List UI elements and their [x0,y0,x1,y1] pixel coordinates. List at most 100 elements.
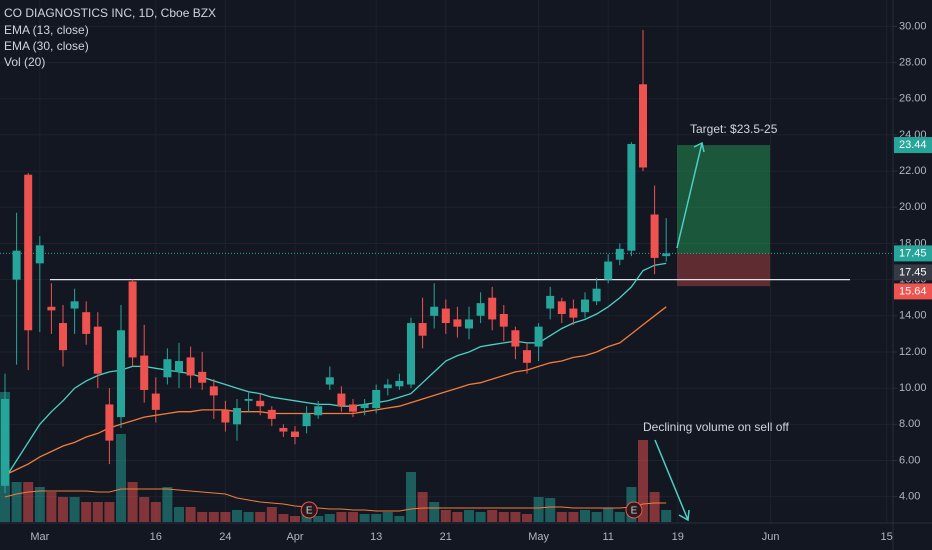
y-tick-label: 26.00 [899,93,927,105]
legend-title: CO DIAGNOSTICS INC, 1D, Cboe BZX [4,6,216,20]
axes: 4.006.008.0010.0012.0014.0016.0018.0020.… [30,20,932,543]
candle-body [383,384,392,389]
volume-bar [661,510,672,522]
candle-body [209,386,218,396]
candle-body [140,355,149,390]
candle-body [59,323,67,351]
volume-bar [34,487,45,522]
candle-body [128,281,137,358]
candle-body [499,313,508,327]
candle-body [233,408,241,425]
volume-bar [23,482,34,522]
earnings-label: E [306,506,313,517]
candle-body [511,330,520,347]
candle-body [117,330,125,418]
volume-bar [290,516,300,522]
candle-body [581,299,589,313]
candle-body [256,400,265,407]
candle-body [35,245,44,264]
volume-bar [139,497,150,522]
volume-bar [81,502,92,522]
volume-bar [324,514,335,522]
volume-bar [429,502,440,522]
volume-bar [475,512,486,522]
earnings-marker [625,501,643,519]
volume-bar [382,512,393,522]
candle-body [175,361,183,372]
x-tick-label: 19 [672,531,684,543]
price-tag [894,264,932,281]
ema-line [4,262,667,479]
candle-body [1,399,9,486]
candle-body [325,377,334,385]
volume-bar [580,510,590,522]
candle-body [615,248,624,260]
candle-body [639,84,647,168]
candle-body [418,323,427,336]
annotation: Target: $23.5-25 [690,122,778,136]
volume-bar [533,497,544,522]
volume-bar [522,514,532,522]
candle-body [372,389,381,409]
volume-bar [150,502,161,522]
candle-body [650,214,659,258]
volume-ma [4,488,667,512]
candle-body [662,253,671,257]
price-tag-label: 15.64 [899,285,927,297]
candle-body [186,357,195,376]
candle-body [244,399,253,401]
volume-bar [545,498,556,522]
volume-bar [69,497,80,522]
candle-body [93,326,102,374]
candle-body [198,371,207,383]
earnings-marker [300,501,318,519]
loss-zone [677,253,770,287]
volume-bar [336,512,347,522]
volume-bar [464,510,474,522]
candle-body [291,431,299,437]
x-tick-label: Apr [286,531,303,543]
volume-bar [348,512,358,522]
legend-entry: EMA (30, close) [4,39,89,53]
volume-bar [208,512,219,522]
y-tick-label: 22.00 [899,165,927,177]
volume-bar [185,507,196,522]
legend-entry: Vol (20) [4,55,45,69]
y-tick-label: 4.00 [899,491,920,503]
candle-body [163,359,172,378]
candle-body [407,323,415,385]
candle-body [534,326,543,347]
grid [0,0,893,522]
candle-body [523,350,531,363]
volume-bar [162,487,173,522]
volume-bar [406,472,416,522]
price-tag-label: 17.45 [899,247,927,259]
volume-bar [92,502,103,522]
legend-entry: EMA (13, close) [4,23,89,37]
volume-bar [197,512,208,522]
earnings-label: E [631,506,638,517]
volume-bar [452,512,463,522]
y-tick-label: 30.00 [899,20,927,32]
volume-bar [394,516,405,522]
volume-bar [232,510,242,522]
volume-bar [649,492,660,522]
candle-body [24,174,33,331]
x-tick-label: May [528,531,549,543]
candle-body [314,406,323,416]
candle-body [302,413,311,427]
candle-body [47,306,56,311]
volume-arrow [654,439,690,522]
candle-body [569,308,578,318]
candle-body [279,427,288,432]
candle-body [441,308,450,324]
x-tick-label: 13 [370,531,382,543]
volume-bar [359,514,370,522]
volume-bar [487,510,498,522]
volume-bar [371,514,382,522]
x-tick-label: Mar [30,531,49,543]
volume-bar [104,502,115,522]
volume-bar [603,508,614,522]
volume-bar [498,512,509,522]
